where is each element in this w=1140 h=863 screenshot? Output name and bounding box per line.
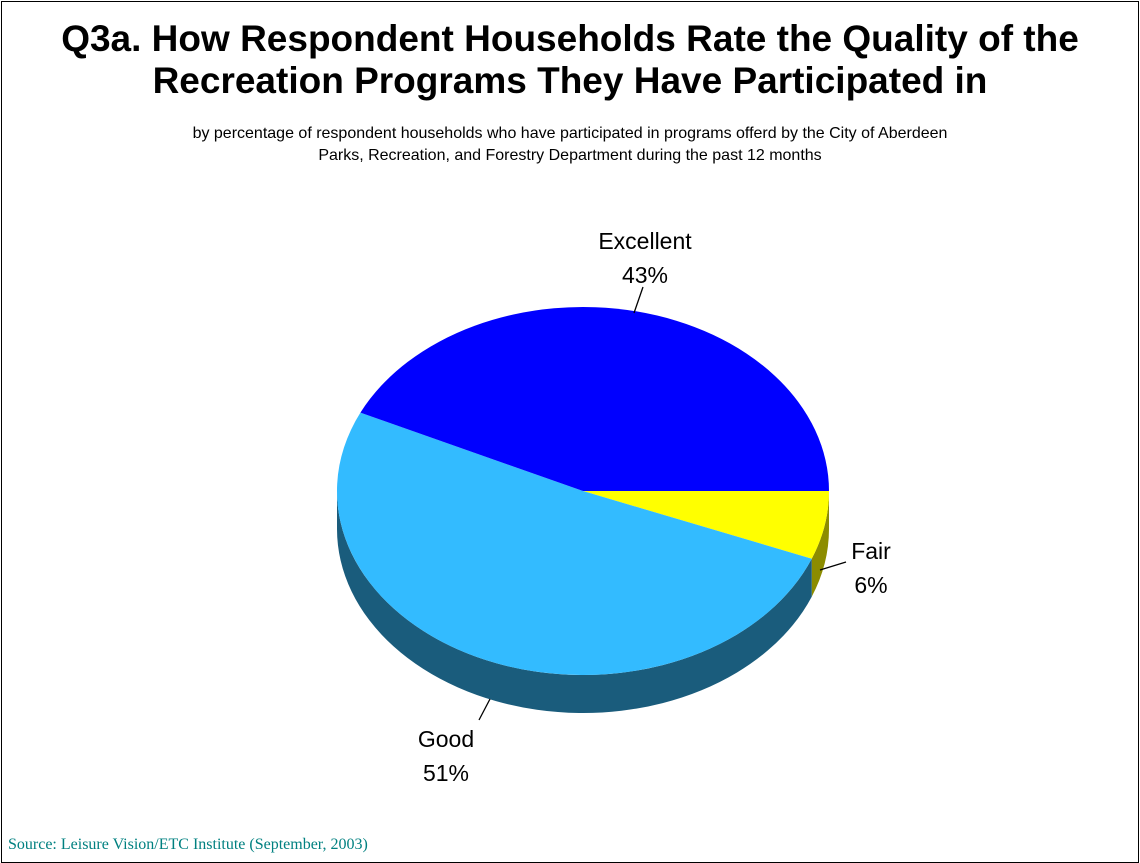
slice-label-fair: Fair (851, 538, 891, 564)
pie-slice-excellent (360, 307, 829, 491)
chart-subtitle-line-2: Parks, Recreation, and Forestry Departme… (318, 147, 822, 164)
slice-label-good: Good (418, 726, 474, 752)
leader-line-excellent (633, 286, 644, 314)
pie-sides (337, 491, 829, 714)
chart-subtitle: by percentage of respondent households w… (0, 123, 1140, 167)
slice-value-good: 51% (423, 760, 469, 786)
pie-side-fair (811, 491, 829, 597)
chart-title: Q3a. How Respondent Households Rate the … (0, 18, 1140, 102)
slice-value-excellent: 43% (622, 262, 668, 288)
leader-line-good (478, 698, 491, 721)
pie-side-good (337, 491, 812, 714)
leader-line-fair (819, 561, 847, 571)
chart-title-line-2: Recreation Programs They Have Participat… (152, 60, 988, 101)
chart-title-line-1: Q3a. How Respondent Households Rate the … (61, 18, 1079, 59)
pie-slice-good (337, 412, 812, 675)
pie-slices (337, 307, 829, 675)
slice-label-excellent: Excellent (598, 228, 692, 254)
pie-slice-fair (583, 491, 829, 559)
pie-labels: Fair 6% Good 51% Excellent 43% (418, 228, 891, 786)
slice-value-fair: 6% (854, 572, 887, 598)
chart-subtitle-line-1: by percentage of respondent households w… (192, 125, 948, 142)
source-note: Source: Leisure Vision/ETC Institute (Se… (8, 836, 368, 853)
